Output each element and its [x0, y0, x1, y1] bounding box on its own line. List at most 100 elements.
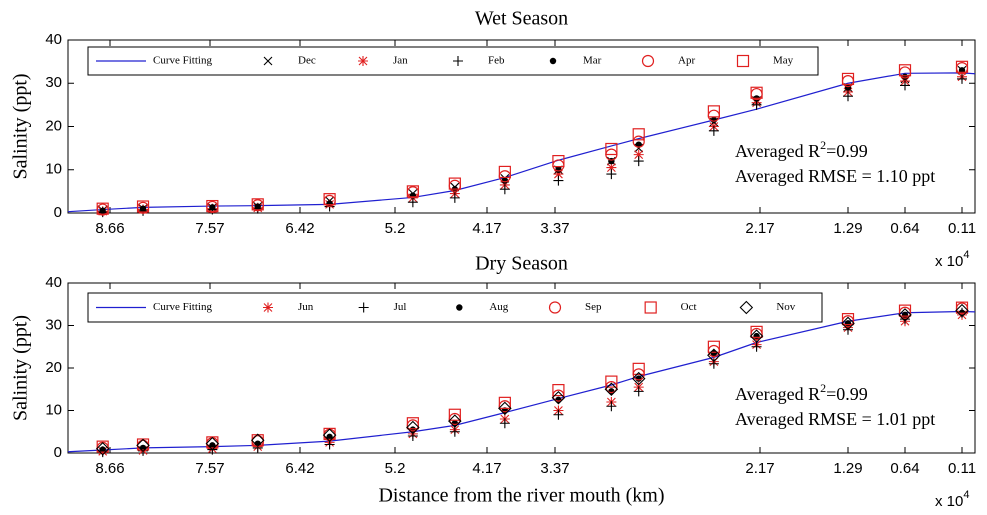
legend-marker: [739, 300, 754, 315]
annotation-rmse: Averaged RMSE = 1.01 ppt: [735, 409, 935, 429]
marker: [449, 426, 460, 437]
marker: [750, 325, 763, 338]
marker: [843, 91, 853, 102]
marker: [498, 401, 512, 416]
marker: [139, 205, 147, 212]
x-multiplier-base: x 10: [935, 493, 963, 510]
y-tick-label: 20: [45, 359, 62, 376]
y-axis-label: Salinity (ppt): [10, 315, 32, 421]
legend-label: Feb: [488, 55, 505, 67]
legend-marker: [641, 54, 655, 68]
y-tick-label: 20: [45, 117, 62, 134]
legend-marker: [644, 301, 657, 314]
marker: [406, 185, 419, 198]
y-tick-label: 40: [45, 274, 62, 291]
marker: [632, 128, 645, 141]
marker: [406, 417, 419, 430]
annotation-r2-value: =0.99: [826, 141, 868, 161]
marker: [254, 203, 261, 210]
annotation-rmse: Averaged RMSE = 1.10 ppt: [735, 166, 935, 186]
x-tick-label: 0.11: [948, 220, 976, 237]
legend-marker: [549, 57, 557, 65]
marker: [555, 166, 562, 173]
x-multiplier: x 104: [935, 249, 969, 270]
marker: [708, 358, 719, 369]
x-tick-label: 6.42: [285, 220, 314, 237]
marker: [95, 441, 110, 456]
marker: [901, 73, 909, 80]
y-tick-label: 10: [45, 161, 62, 178]
x-tick-label: 7.57: [195, 460, 224, 477]
legend-label: Curve Fitting: [153, 55, 212, 67]
annotation-r2: Averaged R2=0.99: [735, 381, 868, 404]
marker: [605, 375, 618, 388]
marker: [606, 162, 617, 173]
marker: [605, 142, 618, 156]
x-tick-label: 2.17: [745, 220, 774, 237]
marker: [501, 177, 509, 184]
marker: [498, 165, 511, 179]
marker: [553, 409, 564, 420]
legend-marker: [263, 302, 273, 313]
marker: [707, 340, 720, 353]
x-tick-label: 8.66: [95, 460, 124, 477]
x-tick-label: 0.64: [890, 220, 919, 237]
marker: [841, 316, 855, 331]
marker: [898, 308, 912, 322]
marker: [205, 436, 220, 451]
marker: [608, 157, 615, 165]
fit-curve: [67, 72, 976, 213]
legend-label: Apr: [678, 55, 695, 67]
legend-marker: [736, 54, 750, 68]
legend-label: Oct: [681, 301, 697, 313]
x-tick-label: 0.64: [890, 460, 919, 477]
legend-box: [87, 292, 823, 323]
marker: [99, 207, 106, 215]
marker: [206, 199, 219, 213]
legend-label: Jun: [298, 301, 314, 313]
x-tick-label: 1.29: [833, 460, 862, 477]
annotation-r2: Averaged R2=0.99: [735, 138, 868, 161]
marker: [552, 155, 565, 168]
y-tick-label: 40: [45, 31, 62, 48]
marker: [606, 169, 617, 180]
marker: [448, 177, 461, 190]
marker: [448, 408, 461, 421]
marker: [499, 418, 510, 429]
x-multiplier-exp: 4: [963, 489, 969, 501]
y-tick-label: 30: [45, 316, 62, 333]
x-tick-label: 3.37: [540, 460, 569, 477]
marker: [406, 420, 420, 435]
x-tick-label: 4.17: [472, 460, 501, 477]
marker: [707, 105, 720, 118]
x-tick-label: 5.2: [385, 220, 406, 237]
y-tick-label: 10: [45, 401, 62, 418]
legend-marker: [358, 302, 369, 313]
x-tick-label: 8.66: [95, 220, 124, 237]
legend-label: Jul: [394, 301, 407, 313]
marker: [955, 60, 969, 73]
legend-marker: [263, 56, 273, 66]
annotation-r2-sup: 2: [820, 138, 826, 152]
marker: [250, 433, 265, 448]
x-tick-label: 3.37: [540, 220, 569, 237]
marker: [323, 193, 336, 206]
marker: [898, 64, 912, 77]
marker: [552, 384, 565, 397]
marker: [635, 375, 642, 382]
marker: [326, 433, 333, 441]
y-axis-label: Salinity (ppt): [10, 73, 32, 179]
legend-marker: [453, 56, 463, 66]
marker: [553, 175, 564, 186]
x-tick-label: 2.17: [745, 460, 774, 477]
y-tick-label: 0: [54, 204, 62, 221]
marker: [322, 428, 337, 442]
marker: [209, 204, 216, 211]
annotation-r2-text: Averaged R: [735, 141, 820, 161]
marker: [551, 390, 566, 405]
plot-frame: [67, 282, 976, 454]
marker: [710, 116, 718, 124]
marker: [635, 141, 642, 148]
marker: [498, 396, 511, 409]
